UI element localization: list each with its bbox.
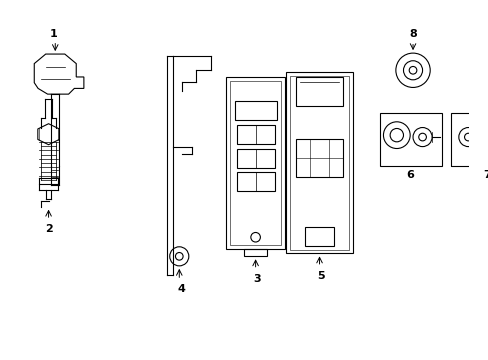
Text: 3: 3 bbox=[253, 274, 261, 284]
Bar bbox=[236, 125, 274, 144]
Bar bbox=[379, 113, 441, 166]
Text: 6: 6 bbox=[406, 170, 414, 180]
Bar bbox=[234, 101, 276, 120]
Bar bbox=[295, 139, 343, 177]
Bar bbox=[236, 149, 274, 168]
Bar bbox=[295, 77, 343, 105]
Bar bbox=[450, 113, 488, 166]
Bar bbox=[225, 77, 285, 249]
Bar bbox=[244, 249, 266, 256]
Text: 8: 8 bbox=[408, 29, 416, 39]
Bar bbox=[229, 81, 281, 245]
Text: 4: 4 bbox=[177, 284, 185, 294]
Bar bbox=[289, 76, 348, 249]
Bar bbox=[305, 227, 333, 246]
Text: 7: 7 bbox=[482, 170, 488, 180]
Text: 5: 5 bbox=[317, 271, 325, 281]
Bar bbox=[236, 172, 274, 192]
Text: 1: 1 bbox=[49, 29, 57, 39]
Bar bbox=[285, 72, 352, 253]
Text: 2: 2 bbox=[44, 224, 52, 234]
